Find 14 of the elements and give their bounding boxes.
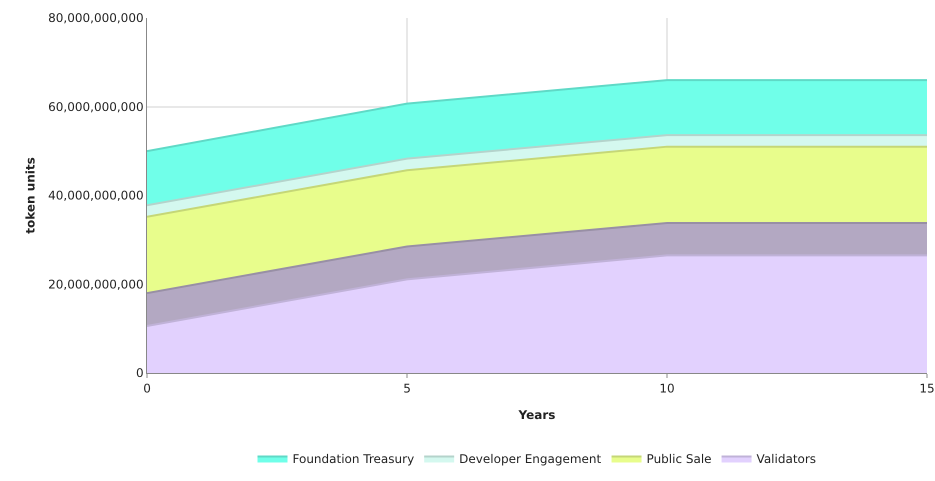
y-tick-label: 80,000,000,000 [48,11,144,26]
y-tick-label: 20,000,000,000 [48,277,144,292]
y-tick-label: 40,000,000,000 [48,188,144,203]
x-tick-label: 5 [403,381,411,396]
x-tick-label: 15 [919,381,935,396]
y-axis-title: token units [23,157,38,234]
y-tick-label: 0 [136,366,144,380]
y-tick-label: 60,000,000,000 [48,100,144,114]
x-tick-label: 10 [659,381,675,396]
x-axis-title: Years [518,408,556,422]
legend-label: Foundation Treasury [292,452,414,466]
legend-label: Validators [756,452,816,466]
legend-label: Public Sale [646,452,712,466]
legend-label: Developer Engagement [459,452,602,466]
